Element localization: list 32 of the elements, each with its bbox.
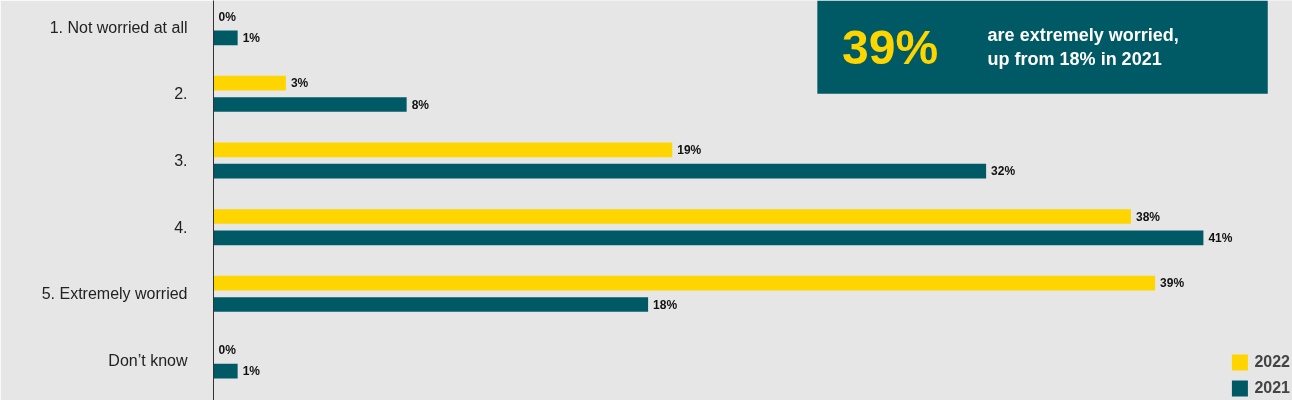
bar — [213, 297, 649, 312]
legend-label: 2022 — [1254, 353, 1290, 371]
data-label: 8% — [411, 97, 430, 112]
data-label: 0% — [218, 342, 237, 357]
annotation: are extremely worried, up from 18% in 2021 — [987, 25, 1179, 70]
bar — [213, 230, 1204, 246]
y-tick-label: 1. Not worried at all — [49, 18, 188, 36]
data-label: 3% — [290, 76, 309, 91]
legend-label: 2021 — [1254, 379, 1290, 397]
bar — [213, 209, 1131, 224]
bar — [213, 75, 286, 91]
data-label: 0% — [218, 9, 237, 24]
data-label: 41% — [1208, 230, 1233, 245]
data-label: 1% — [242, 364, 261, 379]
bar — [213, 163, 987, 179]
data-label: 18% — [653, 297, 678, 312]
y-tick-label: 5. Extremely worried — [41, 285, 188, 303]
y-tick-label: Don’t know — [108, 352, 188, 369]
data-label: 38% — [1135, 209, 1161, 224]
data-label: 32% — [991, 164, 1016, 179]
data-label: 39% — [1160, 276, 1185, 291]
annotation: 39% — [842, 20, 939, 74]
bar — [213, 97, 407, 112]
y-tick-label: 2. — [174, 85, 188, 103]
y-tick-label: 3. — [174, 152, 188, 169]
y-tick-label: 4. — [174, 218, 188, 236]
bar — [213, 142, 673, 158]
bar — [213, 363, 238, 379]
data-label: 1% — [242, 30, 261, 45]
bar — [213, 275, 1156, 291]
data-label: 19% — [677, 142, 702, 157]
bar — [213, 30, 238, 46]
